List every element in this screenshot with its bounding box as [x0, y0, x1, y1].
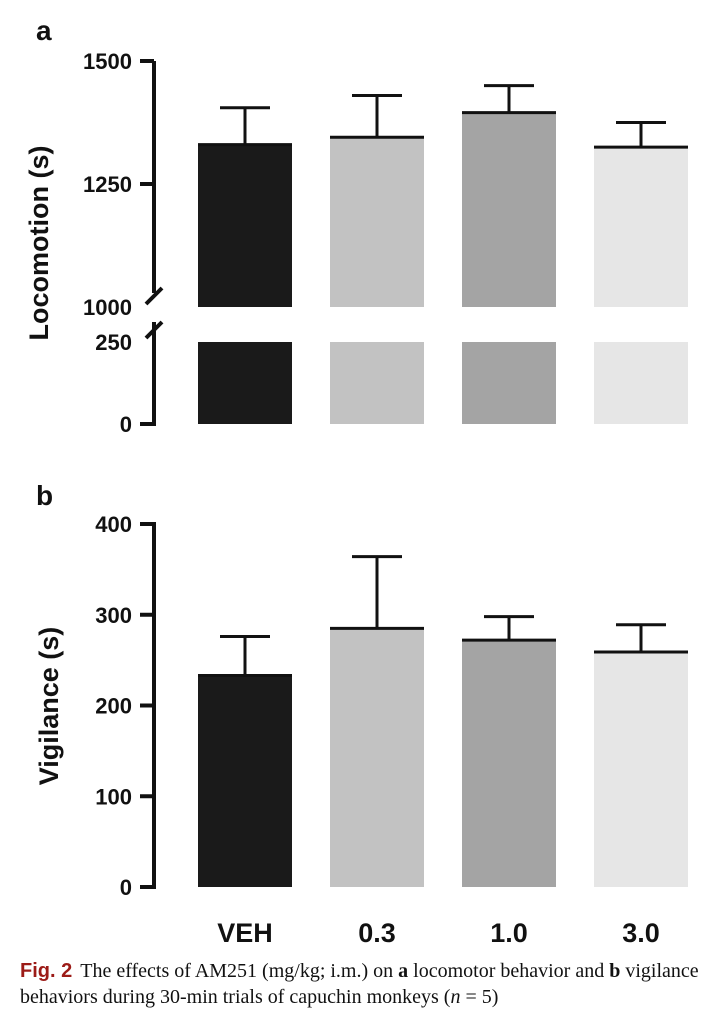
panel-a-tick-label: 1000	[83, 295, 132, 320]
panel-a-bar-lower	[594, 342, 688, 424]
caption-panel-a: a	[398, 960, 409, 982]
panel-b-tick-label: 400	[95, 512, 132, 537]
panel-b-bar	[330, 628, 424, 887]
panel-b-tick-label: 0	[120, 875, 132, 900]
category-label: VEH	[217, 918, 273, 948]
panel-b: b Vigilance (s) 0 100 200 300 400 VEH 0.3 1.0 3.0	[34, 480, 688, 948]
category-label: 3.0	[622, 918, 660, 948]
panel-a-tick-label: 1500	[83, 49, 132, 74]
category-label: 0.3	[358, 918, 396, 948]
panel-a: a Locomotion (s) 1000 1250 1500 0 250	[24, 15, 688, 437]
panel-a-bar-lower	[462, 342, 556, 424]
caption-text-3: vigilance behaviors during 30-min trials…	[20, 960, 699, 1008]
panel-a-bar-upper	[594, 147, 688, 307]
panel-a-bar-lower	[330, 342, 424, 424]
caption-label: Fig. 2	[20, 960, 73, 982]
panel-a-tick-label: 0	[120, 412, 132, 437]
panel-b-y-axis-label: Vigilance (s)	[34, 627, 64, 786]
panel-b-bar	[462, 640, 556, 887]
panel-a-tick-label: 250	[95, 330, 132, 355]
panel-a-bar-upper	[198, 144, 292, 307]
panel-a-letter: a	[36, 15, 52, 46]
panel-a-y-axis-label: Locomotion (s)	[24, 146, 54, 341]
panel-b-tick-label: 200	[95, 694, 132, 719]
figure-caption: Fig. 2 The effects of AM251 (mg/kg; i.m.)…	[20, 958, 710, 1010]
panel-b-bar	[198, 675, 292, 887]
panel-a-bar-lower	[198, 342, 292, 424]
panel-a-bar-upper	[330, 137, 424, 307]
panel-a-axis-break-upper	[144, 286, 164, 306]
caption-text-4: = 5)	[460, 986, 499, 1008]
panel-a-bar-upper	[462, 112, 556, 307]
panel-b-letter: b	[36, 480, 53, 511]
panel-b-tick-label: 300	[95, 603, 132, 628]
category-label: 1.0	[490, 918, 528, 948]
caption-text-2: locomotor behavior and	[408, 960, 610, 982]
panel-a-tick-label: 1250	[83, 172, 132, 197]
caption-panel-b: b	[609, 960, 621, 982]
caption-text-1: The effects of AM251 (mg/kg; i.m.) on	[80, 960, 399, 982]
caption-n: n	[450, 986, 461, 1008]
panel-b-tick-label: 100	[95, 784, 132, 809]
panel-b-bar	[594, 651, 688, 887]
